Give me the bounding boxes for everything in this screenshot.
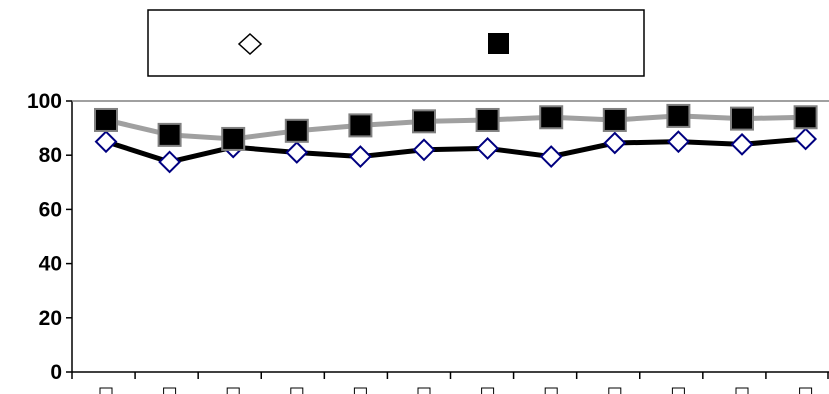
x-tick-label-placeholder — [671, 387, 685, 394]
x-tick-label-placeholder — [799, 387, 813, 394]
series-1-line — [105, 136, 806, 165]
data-point-square — [730, 106, 754, 131]
x-tick-label-placeholder — [544, 387, 558, 394]
legend-diamond-icon — [237, 32, 263, 56]
data-point-diamond — [730, 132, 754, 156]
series-2 — [105, 113, 806, 142]
data-point-square — [602, 107, 627, 132]
x-tick-label-placeholder — [481, 387, 495, 394]
x-axis — [71, 371, 829, 394]
y-tick-label: 100 — [27, 90, 62, 113]
series-2-markers — [94, 103, 818, 151]
data-point-diamond — [666, 130, 690, 154]
y-tick-label: 60 — [39, 198, 62, 221]
x-tick-label-placeholder — [353, 387, 367, 394]
y-axis: 0 20 40 60 80 100 — [27, 90, 829, 384]
data-point-diamond — [412, 138, 436, 162]
y-ticks: 0 20 40 60 80 100 — [27, 90, 72, 384]
x-tick-label-placeholder — [417, 387, 431, 394]
data-point-square — [94, 107, 118, 132]
x-tick-label-placeholder — [290, 387, 304, 394]
data-point-square — [539, 105, 564, 130]
y-tick-label: 20 — [39, 307, 62, 330]
legend-box — [147, 9, 645, 77]
data-point-square — [793, 105, 818, 130]
y-tick-label: 0 — [50, 361, 62, 384]
x-tick-label-placeholder — [608, 387, 622, 394]
series — [94, 103, 818, 174]
y-tick-label: 40 — [39, 253, 62, 276]
data-point-diamond — [539, 145, 563, 168]
data-point-square — [348, 113, 373, 138]
x-tick-label-placeholder — [99, 387, 113, 394]
x-tick-label-placeholder — [163, 387, 177, 394]
data-point-diamond — [794, 127, 818, 151]
data-point-square — [412, 109, 436, 134]
data-point-diamond — [603, 131, 627, 155]
data-point-square — [666, 103, 691, 128]
data-point-diamond — [348, 145, 372, 168]
data-point-diamond — [158, 150, 182, 174]
x-ticks — [71, 372, 829, 394]
data-point-diamond — [476, 137, 500, 160]
data-point-square — [157, 122, 182, 147]
x-tick-label-placeholder — [735, 387, 749, 394]
data-point-square — [284, 118, 309, 143]
legend — [147, 9, 645, 77]
data-point-square — [221, 126, 246, 151]
data-point-diamond — [94, 130, 118, 154]
data-point-diamond — [285, 141, 309, 164]
legend-square-icon — [488, 33, 509, 54]
y-tick-label: 80 — [39, 144, 62, 167]
series-1 — [105, 136, 806, 165]
data-point-square — [475, 107, 500, 132]
x-tick-label-placeholder — [226, 387, 240, 394]
series-2-line — [105, 113, 806, 142]
